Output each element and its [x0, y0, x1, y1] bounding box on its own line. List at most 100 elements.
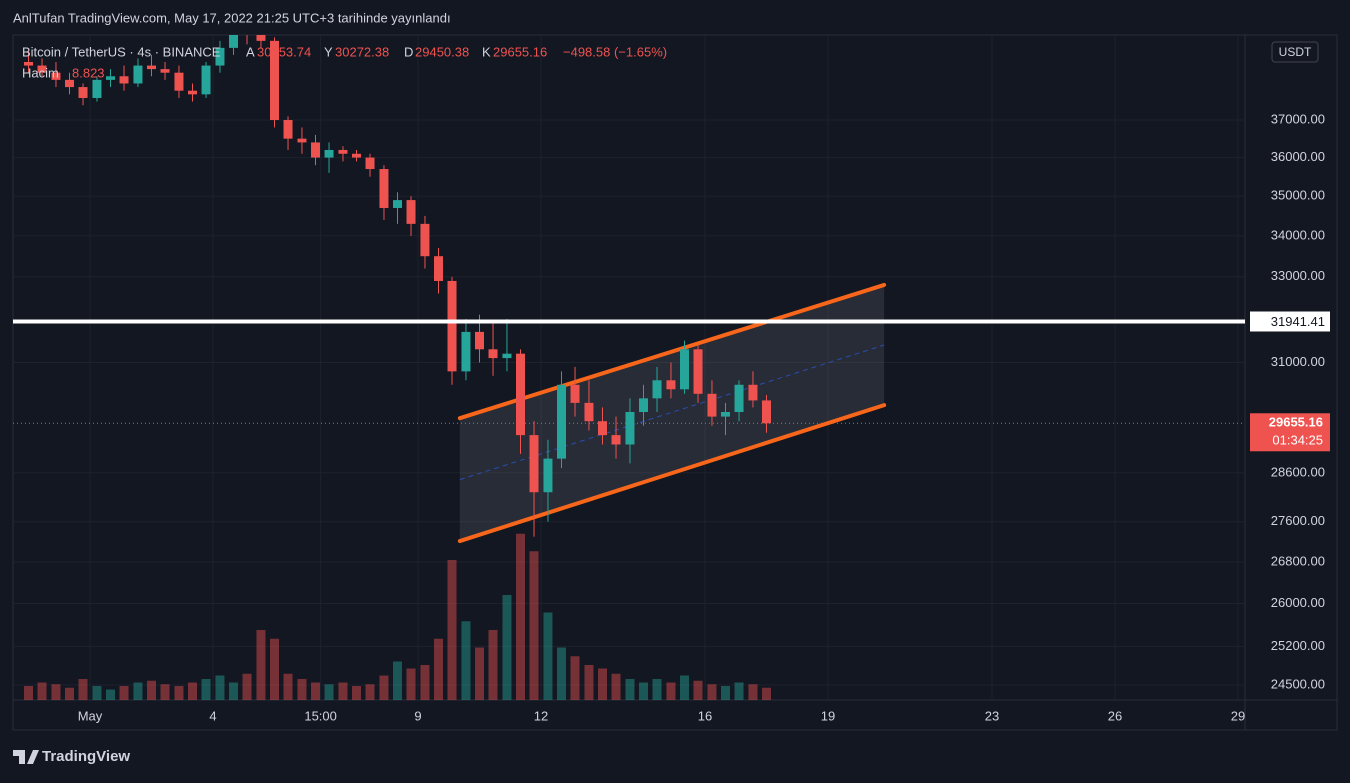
volume-bar: [269, 638, 279, 700]
candle-body: [187, 90, 197, 95]
volume-bar: [105, 689, 115, 700]
candle-body: [133, 65, 143, 84]
volume-bar: [748, 684, 758, 700]
volume-bar: [597, 668, 607, 700]
volume-bar: [297, 679, 307, 700]
candle-body: [64, 79, 74, 88]
header-title: AnlTufan TradingView.com, May 17, 2022 2…: [13, 10, 451, 25]
volume-bar: [310, 682, 320, 700]
legend-key: A: [246, 44, 255, 59]
candle-body: [338, 149, 348, 154]
legend-key: D: [404, 44, 413, 59]
volume-bar: [324, 684, 334, 700]
candle-body: [638, 398, 648, 413]
x-tick-label: 9: [414, 708, 421, 723]
x-tick-label: 19: [821, 708, 835, 723]
volume-bar: [447, 560, 457, 700]
x-tick-label: 16: [698, 708, 712, 723]
x-tick-label: 26: [1108, 708, 1122, 723]
volume-bar: [365, 684, 375, 700]
volume-bar: [584, 665, 594, 700]
candle-body: [556, 384, 566, 459]
logo: [13, 750, 39, 764]
x-tick-label: 15:00: [304, 708, 337, 723]
volume-bar: [23, 686, 33, 700]
x-tick-label: 23: [985, 708, 999, 723]
volume-bar: [679, 675, 689, 700]
candle-body: [488, 349, 498, 359]
candle-body: [666, 380, 676, 390]
overlays: 31941.41 29655.16 01:34:25 Bitcoin / Tether…: [13, 41, 1330, 452]
volume-bar: [37, 682, 47, 700]
volume-bar: [652, 679, 662, 700]
y-tick-label: 35000.00: [1271, 188, 1325, 203]
footer: TradingView: [13, 748, 130, 765]
candle-body: [502, 353, 512, 359]
candle-body: [351, 153, 361, 158]
volume-bar: [720, 686, 730, 700]
volume-bar: [433, 638, 443, 700]
volume-bar: [556, 647, 566, 700]
candle-body: [92, 79, 102, 98]
channel-upper: [457, 282, 887, 421]
candle-body: [515, 353, 525, 436]
candle-body: [78, 87, 88, 98]
legend-key: K: [482, 44, 491, 59]
candle-body: [201, 65, 211, 95]
currency: USDT: [1279, 45, 1312, 59]
candle-body: [748, 384, 758, 401]
legend-value: 29655.16: [493, 44, 547, 59]
volume-bar: [392, 661, 402, 700]
volume-bar: [734, 682, 744, 700]
candle-body: [406, 200, 416, 224]
candle-body: [174, 72, 184, 91]
candle-body: [693, 349, 703, 394]
volume-pane: [23, 533, 771, 700]
x-tick-label: 4: [209, 708, 216, 723]
candle-body: [433, 256, 443, 281]
y-tick-label: 26800.00: [1271, 553, 1325, 568]
volume-value: 8.823: [72, 65, 105, 80]
last-price-label: 29655.16: [1269, 415, 1323, 430]
volume-bar: [338, 682, 348, 700]
candle-body: [707, 393, 717, 417]
volume-bar: [693, 680, 703, 700]
channel-lower: [457, 403, 887, 544]
currency-box: [1271, 41, 1319, 63]
volume-bar: [51, 684, 61, 700]
volume-bar: [256, 630, 266, 700]
volume-bar: [78, 679, 88, 700]
volume-bar: [228, 682, 238, 700]
candle-body: [215, 47, 225, 66]
candle-body: [146, 65, 156, 70]
channel-fill: [459, 284, 885, 542]
candle-body: [365, 157, 375, 170]
volume-bar: [146, 680, 156, 700]
x-tick-label: 29: [1231, 708, 1245, 723]
candle-body: [734, 384, 744, 413]
candle-body: [543, 458, 553, 493]
candle-body: [105, 76, 115, 80]
y-tick-label: 25200.00: [1271, 638, 1325, 653]
candle-body: [269, 40, 279, 121]
volume-bar: [611, 673, 621, 700]
volume-bar: [515, 533, 525, 700]
volume-bar: [64, 687, 74, 700]
candle-body: [420, 223, 430, 257]
candle-body: [761, 400, 771, 424]
legend-change: −498.58 (−1.65%): [563, 44, 667, 59]
candle-body: [679, 349, 689, 390]
y-tick-label: 28600.00: [1271, 464, 1325, 479]
volume-bar: [761, 687, 771, 700]
countdown: 01:34:25: [1272, 433, 1323, 448]
candle-body: [529, 435, 539, 493]
volume-bar: [420, 665, 430, 700]
candle-body: [597, 421, 607, 436]
volume-bar: [174, 686, 184, 700]
volume-bar: [379, 675, 389, 700]
price-label: 31941.41: [1271, 314, 1325, 329]
y-tick-label: 37000.00: [1271, 111, 1325, 126]
y-tick-label: 27600.00: [1271, 513, 1325, 528]
volume-bar: [488, 630, 498, 700]
candle-body: [447, 280, 457, 372]
